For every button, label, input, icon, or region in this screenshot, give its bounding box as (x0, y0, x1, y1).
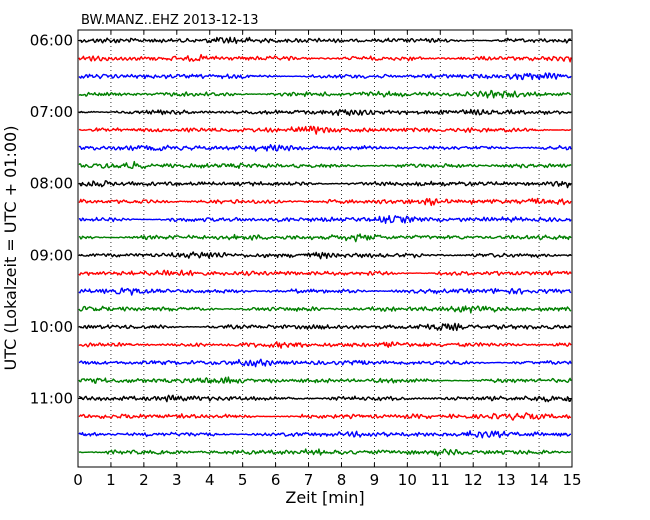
x-tick-label: 12 (464, 471, 483, 489)
trace-row-22 (78, 430, 571, 439)
trace-row-3 (78, 89, 572, 99)
trace-row-6 (78, 144, 572, 152)
trace-row-1 (78, 53, 572, 63)
grid-lines (110, 30, 540, 467)
trace-row-19 (78, 376, 572, 384)
trace-row-10 (78, 215, 572, 224)
chart-title: BW.MANZ..EHZ 2013-12-13 (81, 13, 259, 28)
trace-row-0 (78, 36, 572, 45)
trace-row-14 (78, 287, 572, 296)
trace-row-23 (78, 448, 572, 457)
trace-row-20 (79, 394, 572, 403)
x-tick-label: 10 (398, 471, 417, 489)
y-tick-label: 10:00 (30, 318, 73, 336)
seismic-traces (78, 36, 572, 457)
x-axis-label: Zeit [min] (285, 488, 364, 507)
trace-row-8 (78, 180, 572, 189)
trace-row-13 (78, 269, 572, 277)
x-tick-label: 6 (271, 471, 281, 489)
y-tick-label: 09:00 (30, 246, 73, 264)
trace-row-18 (78, 358, 572, 368)
trace-row-12 (78, 251, 572, 260)
x-tick-label: 1 (106, 471, 116, 489)
trace-row-21 (78, 412, 572, 421)
x-tick-label: 2 (139, 471, 149, 489)
x-tick-label: 4 (205, 471, 215, 489)
trace-row-7 (78, 160, 572, 170)
y-tick-label: 08:00 (30, 175, 73, 193)
y-axis-label: UTC (Lokalzeit = UTC + 01:00) (1, 126, 20, 371)
trace-row-17 (78, 341, 572, 349)
trace-row-5 (78, 125, 572, 135)
x-tick-label: 14 (530, 471, 549, 489)
trace-row-11 (78, 233, 572, 243)
x-tick-label: 15 (562, 471, 581, 489)
trace-row-2 (78, 72, 572, 81)
trace-row-9 (78, 197, 572, 207)
x-tick-label: 13 (497, 471, 516, 489)
x-tick-label: 3 (172, 471, 182, 489)
x-tick-label: 11 (431, 471, 450, 489)
plot-area (77, 29, 573, 468)
y-tick-label: 07:00 (30, 103, 73, 121)
trace-row-16 (78, 322, 572, 332)
trace-row-15 (78, 305, 572, 314)
x-tick-label: 0 (73, 471, 83, 489)
trace-row-4 (78, 108, 572, 117)
x-axis-ticks: 0 1 2 3 4 5 6 7 8 9 10 11 12 13 14 15 (73, 30, 582, 489)
y-tick-label: 06:00 (30, 32, 73, 50)
x-tick-label: 8 (337, 471, 347, 489)
x-tick-label: 9 (370, 471, 380, 489)
y-tick-label: 11:00 (30, 390, 73, 408)
x-tick-label: 7 (304, 471, 314, 489)
x-tick-label: 5 (238, 471, 248, 489)
y-axis-ticks: 06:00 07:00 08:00 09:00 10:00 11:00 (30, 32, 572, 408)
